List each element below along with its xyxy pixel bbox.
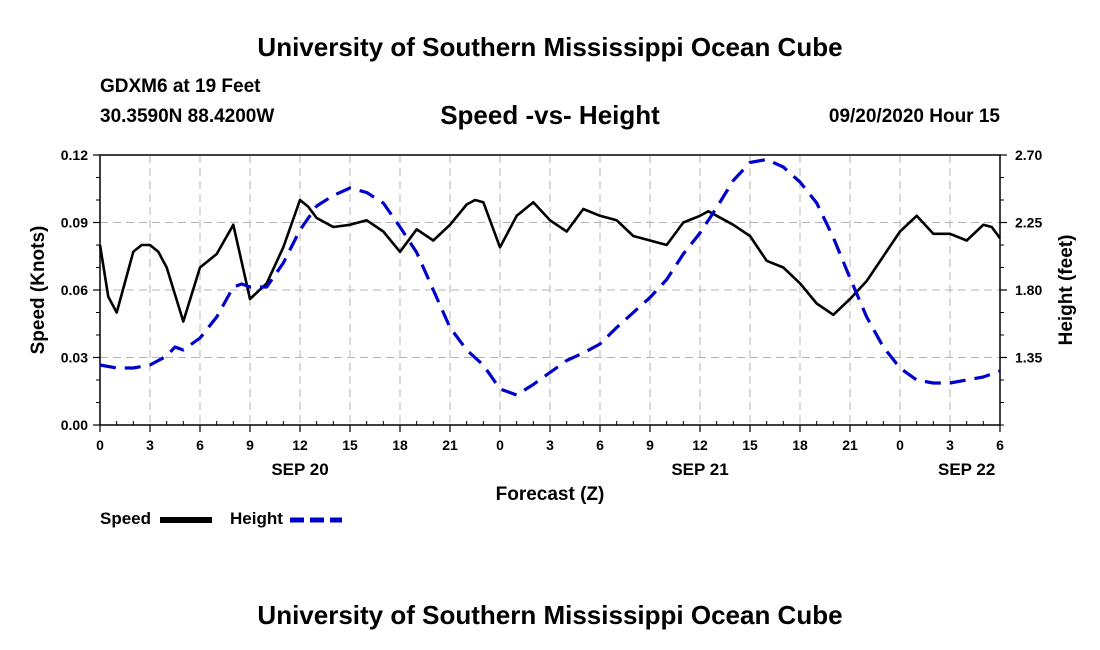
x-tick-label: 3: [146, 437, 154, 453]
footer-title: University of Southern Mississippi Ocean…: [257, 600, 843, 630]
x-date-label: SEP 20: [271, 460, 328, 479]
y-axis-title: Speed (Knots): [28, 226, 49, 355]
x-tick-label: 3: [946, 437, 954, 453]
x-tick-label: 12: [692, 437, 708, 453]
y2-tick-label: 1.80: [1015, 282, 1042, 298]
coordinates-label: 30.3590N 88.4200W: [100, 106, 275, 127]
x-tick-label: 0: [896, 437, 904, 453]
x-tick-label: 0: [496, 437, 504, 453]
y-tick-label: 0.09: [61, 215, 88, 231]
x-tick-label: 3: [546, 437, 554, 453]
series-lines: [98, 157, 1002, 397]
x-tick-label: 0: [96, 437, 104, 453]
series-line-height: [99, 157, 1001, 397]
axis-labels: 0 3 6 9 12 15 18 21 0 3 6 9 12 15 18 21 0 3 6 0.00 0.03 0.06 0…: [61, 147, 1043, 479]
x-tick-label: 15: [342, 437, 358, 453]
x-date-label: SEP 21: [671, 460, 728, 479]
x-tick-label: 6: [996, 437, 1004, 453]
legend-speed-label: Speed: [100, 509, 152, 528]
x-tick-label: 6: [196, 437, 204, 453]
x-tick-label: 18: [792, 437, 808, 453]
y2-tick-label: 1.35: [1015, 350, 1042, 366]
y-tick-label: 0.12: [61, 147, 88, 163]
x-tick-label: 9: [246, 437, 254, 453]
x-tick-label: 21: [842, 437, 858, 453]
x-tick-label: 18: [392, 437, 408, 453]
chart-subtitle: Speed -vs- Height: [440, 100, 660, 130]
y2-tick-label: 2.70: [1015, 147, 1042, 163]
y-tick-label: 0.03: [61, 350, 88, 366]
y2-axis-title: Height (feet): [1056, 235, 1077, 346]
x-tick-label: 15: [742, 437, 758, 453]
y-tick-label: 0.06: [61, 282, 88, 298]
grid-lines: [100, 155, 1000, 425]
plot-frame: [99, 154, 1001, 426]
x-axis-title: Forecast (Z): [496, 484, 605, 505]
x-tick-label: 12: [292, 437, 308, 453]
x-date-label: SEP 22: [938, 460, 995, 479]
x-tick-label: 21: [442, 437, 458, 453]
run-time-label: 09/20/2020 Hour 15: [828, 106, 1000, 127]
x-tick-label: 6: [596, 437, 604, 453]
y-tick-label: 0.00: [61, 417, 88, 433]
legend-height-label: Height: [230, 509, 283, 528]
chart-title: University of Southern Mississippi Ocean…: [257, 32, 843, 62]
y2-tick-label: 2.25: [1015, 215, 1042, 231]
series-line-speed: [98, 198, 1002, 323]
x-tick-label: 9: [646, 437, 654, 453]
station-label: GDXM6 at 19 Feet: [100, 76, 261, 97]
